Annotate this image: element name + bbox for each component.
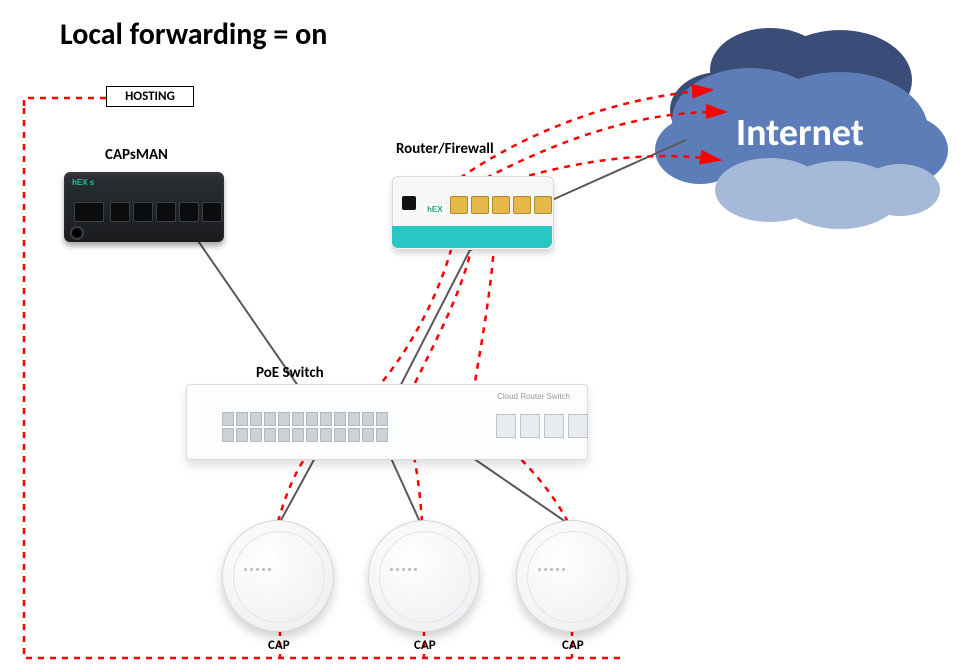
hosting-box: HOSTING	[106, 86, 194, 107]
dashed-wire-router-cloud-2	[486, 112, 726, 178]
capsman-label: CAPsMAN	[105, 146, 168, 164]
capsman-device: hEX s	[64, 172, 224, 242]
diagram-stage: Local forwarding = on HOSTING Internet	[0, 0, 976, 672]
solid-wire-switch-p3-cap3	[470, 456, 566, 522]
dashed-wire-router-cloud-1	[460, 90, 712, 178]
poe-switch-device: Cloud Router Switch	[186, 384, 586, 458]
internet-cloud: Internet	[655, 28, 948, 229]
router-device: hEX	[392, 176, 552, 248]
router-label: Router/Firewall	[396, 140, 494, 158]
cap-device-2	[368, 520, 478, 630]
dashed-wire-hosting-to-bus	[24, 98, 106, 108]
cap-label-1: CAP	[268, 638, 290, 653]
solid-wire-router-right-cloud	[552, 140, 686, 200]
cap-label-3: CAP	[562, 638, 584, 653]
cap-device-1	[222, 520, 332, 630]
solid-wire-router-port-switch-mid	[390, 246, 472, 406]
internet-label: Internet	[736, 110, 864, 156]
poe-switch-label: PoE Switch	[256, 364, 324, 382]
solid-wire-switch-p1-cap1	[280, 456, 316, 522]
cap-device-3	[516, 520, 626, 630]
diagram-title: Local forwarding = on	[60, 16, 327, 53]
solid-wire-switch-p2-cap2	[390, 456, 420, 522]
cap-label-2: CAP	[414, 638, 436, 653]
